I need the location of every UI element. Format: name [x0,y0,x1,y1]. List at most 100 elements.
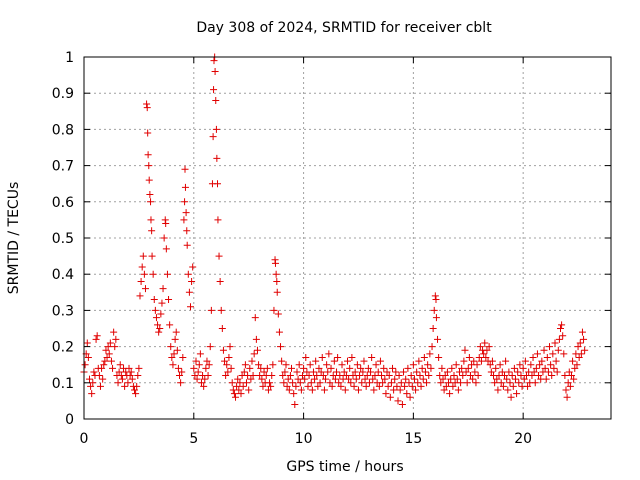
data-point [225,353,233,361]
data-point [107,357,115,365]
data-point [502,357,510,365]
data-point [215,252,223,260]
data-point [259,382,267,390]
data-point [186,303,194,311]
data-point [371,372,379,380]
data-point [507,393,515,401]
data-point [318,353,326,361]
data-point [200,382,208,390]
y-tick-label: 1 [65,50,74,66]
data-point [448,364,456,372]
chart-title: Day 308 of 2024, SRMTID for receiver cbl… [196,20,492,36]
data-point [521,357,529,365]
data-point [486,361,494,369]
data-point [361,375,369,383]
data-point [446,390,454,398]
data-point [550,364,558,372]
data-point [477,357,485,365]
data-point [269,361,277,369]
data-point [372,361,380,369]
data-point [184,270,192,278]
data-point [574,343,582,351]
data-point [260,368,268,376]
data-point [98,364,106,372]
data-point [143,100,151,108]
data-points [80,53,589,409]
data-point [360,357,368,365]
data-point [222,372,230,380]
data-point [396,386,404,394]
data-point [147,198,155,206]
data-point [224,368,232,376]
data-point [325,350,333,358]
data-point [149,270,157,278]
data-point [201,375,209,383]
data-point [103,353,111,361]
data-point [472,379,480,387]
data-point [95,372,103,380]
data-point [268,372,276,380]
data-point [435,353,443,361]
data-point [566,382,574,390]
data-point [290,390,298,398]
y-tick-label: 0.3 [52,303,74,319]
data-point [531,379,539,387]
data-point [363,372,371,380]
data-point [144,129,152,137]
data-point [133,382,141,390]
data-point [390,386,398,394]
data-point [352,375,360,383]
data-point [89,379,97,387]
data-point [455,368,463,376]
data-point [195,361,203,369]
data-point [248,357,256,365]
data-point [354,386,362,394]
data-point [111,343,119,351]
data-point [232,393,240,401]
x-tick-labels: 0 5 10 15 20 [80,431,533,447]
data-point [393,382,401,390]
data-point [308,386,316,394]
data-point [194,368,202,376]
x-tick-label: 10 [295,431,313,447]
data-point [193,375,201,383]
data-point [441,372,449,380]
data-point [189,263,197,271]
data-point [379,379,387,387]
data-point [219,346,227,354]
data-point [330,357,338,365]
data-point [305,372,313,380]
data-point [272,270,280,278]
data-point [233,382,241,390]
data-point [90,368,98,376]
data-point [109,364,117,372]
data-point [292,382,300,390]
data-point [341,386,349,394]
data-point [340,368,348,376]
data-point [508,372,516,380]
data-point [440,386,448,394]
data-point [351,368,359,376]
data-point [350,382,358,390]
data-point [159,285,167,293]
data-point [334,353,342,361]
data-point [397,379,405,387]
data-point [391,375,399,383]
data-point [454,386,462,394]
data-point [469,375,477,383]
data-point [235,386,243,394]
data-point [144,151,152,159]
data-point [226,343,234,351]
data-point [250,350,258,358]
data-point [381,375,389,383]
data-point [324,368,332,376]
data-point [529,353,537,361]
data-point [503,375,511,383]
data-point [410,375,418,383]
data-point [257,364,265,372]
data-point [300,364,308,372]
data-point [577,350,585,358]
data-point [491,379,499,387]
data-point [172,328,180,336]
data-point [135,364,143,372]
